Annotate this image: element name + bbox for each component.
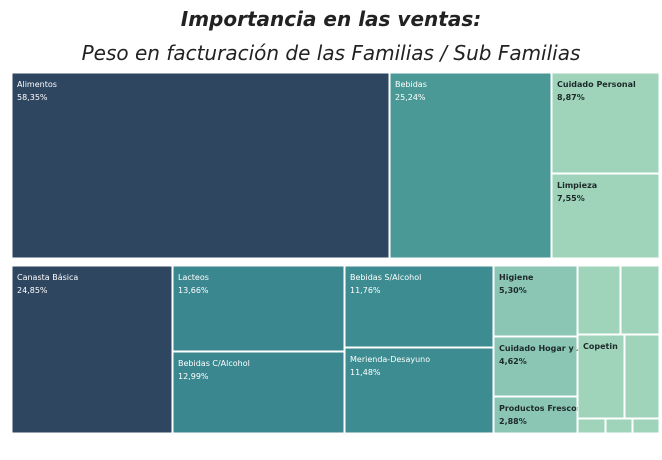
cell-label: Alimentos (17, 80, 57, 89)
treemap-cell (172, 265, 345, 352)
cell-label: Lacteos (178, 273, 209, 282)
cell-value-label: 2,88% (499, 417, 527, 426)
cell-label: Bebidas S/Alcohol (350, 273, 421, 282)
cell-label: Cuidado Hogar y Auto (499, 344, 598, 353)
treemap-cell (172, 351, 345, 434)
treemap-cell (11, 265, 173, 434)
cell-label: Higiene (499, 273, 534, 282)
treemap-cell (577, 265, 621, 335)
treemap-cell (577, 418, 606, 434)
treemap-cell (11, 72, 390, 259)
cell-value-label: 25,24% (395, 93, 426, 102)
chart-subtitle: Peso en facturación de las Familias / Su… (82, 41, 581, 65)
cell-value-label: 5,30% (499, 286, 527, 295)
treemap-cell (632, 418, 660, 434)
chart-title: Importancia en las ventas: (181, 7, 481, 31)
treemap-cell (389, 72, 552, 259)
treemap-cell (551, 173, 660, 259)
treemap-cell (493, 396, 578, 434)
cell-label: Merienda-Desayuno (350, 355, 430, 364)
cell-label: Cuidado Personal (557, 80, 636, 89)
cell-label: Canasta Básica (17, 273, 78, 282)
cell-value-label: 11,76% (350, 286, 381, 295)
cell-value-label: 12,99% (178, 372, 209, 381)
treemap-cell (493, 336, 578, 397)
cell-label: Bebidas (395, 80, 427, 89)
cell-value-label: 8,87% (557, 93, 585, 102)
cell-value-label: 24,85% (17, 286, 48, 295)
cell-value-label: 58,35% (17, 93, 48, 102)
cell-label: Productos Frescos (499, 404, 582, 413)
cell-label: Limpieza (557, 181, 597, 190)
treemap-cell (620, 265, 660, 335)
cell-label: Copetin (583, 342, 618, 351)
cell-value-label: 7,55% (557, 194, 585, 203)
treemap-cell (551, 72, 660, 174)
cell-value-label: 4,62% (499, 357, 527, 366)
treemap-cell (624, 334, 660, 419)
treemap-cell (577, 334, 625, 419)
treemap-cell (493, 265, 578, 337)
cell-value-label: 11,48% (350, 368, 381, 377)
cell-label: Bebidas C/Alcohol (178, 359, 250, 368)
cell-value-label: 13,66% (178, 286, 209, 295)
treemap-cell (344, 265, 494, 348)
treemap-cell (344, 347, 494, 434)
treemap-cell (605, 418, 633, 434)
